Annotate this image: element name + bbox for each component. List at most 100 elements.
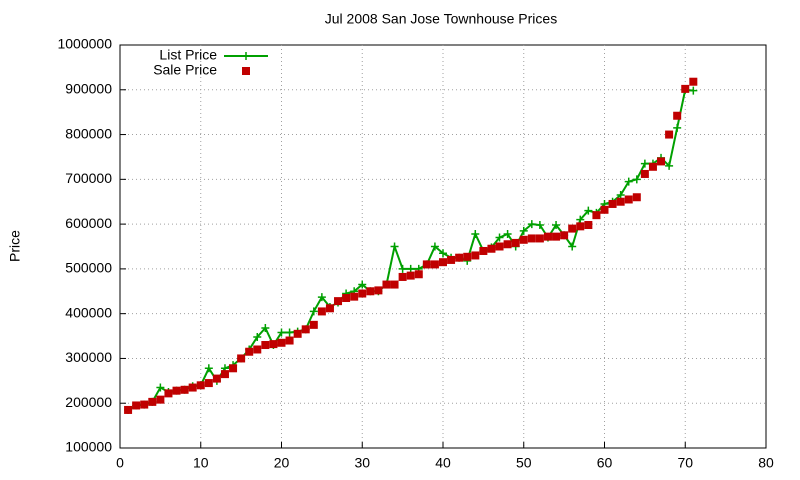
data-point [245, 347, 254, 356]
legend-label: Sale Price [153, 62, 217, 78]
data-point [317, 293, 326, 302]
y-tick-label: 700000 [65, 170, 112, 186]
data-point [204, 379, 213, 388]
x-tick-label: 60 [597, 455, 613, 471]
data-point [471, 229, 480, 238]
data-point [261, 323, 270, 332]
data-point [422, 260, 431, 269]
data-point [552, 221, 561, 230]
data-point [640, 159, 649, 168]
data-point [495, 242, 504, 251]
data-point [204, 364, 213, 373]
data-point [342, 293, 351, 302]
data-point [261, 341, 270, 350]
data-point [132, 401, 141, 410]
data-point [519, 226, 528, 235]
data-point [148, 397, 157, 406]
data-point [229, 364, 238, 373]
data-point [495, 233, 504, 242]
legend-marker [242, 67, 250, 75]
data-point [188, 383, 197, 392]
data-point [269, 340, 278, 349]
data-point [406, 271, 415, 280]
data-point [172, 386, 181, 395]
data-point [673, 123, 682, 132]
y-axis-label: Price [7, 230, 23, 262]
data-point [689, 86, 698, 95]
data-point [358, 280, 367, 289]
data-point [350, 292, 359, 301]
chart-title: Jul 2008 San Jose Townhouse Prices [325, 11, 557, 27]
data-point [156, 395, 165, 404]
x-tick-label: 20 [274, 455, 290, 471]
data-point [406, 264, 415, 273]
data-point [285, 336, 294, 345]
x-tick-label: 50 [516, 455, 532, 471]
data-point [212, 374, 221, 383]
data-point [576, 222, 585, 231]
data-point [140, 400, 149, 409]
legend-label: List Price [159, 47, 217, 63]
data-point [366, 287, 375, 296]
data-point [374, 286, 383, 295]
data-point [317, 307, 326, 316]
data-point [527, 220, 536, 229]
data-point [689, 77, 698, 86]
series-line [127, 88, 694, 411]
data-point [632, 175, 641, 184]
y-tick-label: 1000000 [57, 36, 112, 52]
data-point [624, 195, 633, 204]
y-tick-label: 500000 [65, 260, 112, 276]
data-point [665, 161, 674, 170]
x-tick-label: 30 [354, 455, 370, 471]
y-tick-label: 400000 [65, 304, 112, 320]
data-point [648, 162, 657, 171]
data-point [277, 328, 286, 337]
data-point [285, 328, 294, 337]
data-point [447, 255, 456, 264]
data-point [527, 234, 536, 243]
data-point [471, 251, 480, 260]
data-point [455, 253, 464, 262]
y-tick-label: 600000 [65, 215, 112, 231]
data-point [390, 242, 399, 251]
data-point [430, 242, 439, 251]
data-point [414, 270, 423, 279]
data-point [277, 338, 286, 347]
data-point [640, 169, 649, 178]
data-point [560, 231, 569, 240]
data-point [237, 354, 246, 363]
data-point [519, 235, 528, 244]
data-point [439, 258, 447, 267]
data-point [390, 280, 399, 289]
data-point [535, 221, 544, 230]
data-point [309, 307, 318, 316]
y-tick-label: 300000 [65, 349, 112, 365]
data-point [398, 272, 407, 281]
data-point [608, 199, 617, 208]
data-point [552, 232, 561, 241]
data-point [301, 325, 310, 334]
data-point [576, 215, 585, 224]
data-point [584, 206, 593, 215]
x-tick-label: 10 [193, 455, 209, 471]
x-tick-label: 80 [758, 455, 774, 471]
data-point [358, 289, 367, 298]
data-point [568, 224, 577, 233]
data-point [253, 345, 262, 354]
data-point [463, 252, 472, 261]
data-point [592, 211, 601, 220]
data-point [503, 240, 512, 249]
data-point [325, 304, 334, 313]
x-tick-label: 70 [677, 455, 693, 471]
data-point [220, 370, 229, 379]
x-tick-label: 40 [435, 455, 451, 471]
x-tick-label: 0 [116, 455, 124, 471]
data-point [334, 297, 343, 306]
data-point [624, 177, 633, 186]
data-point [657, 157, 666, 166]
data-point [479, 246, 488, 255]
legend-marker [242, 52, 250, 60]
data-point [543, 232, 552, 241]
